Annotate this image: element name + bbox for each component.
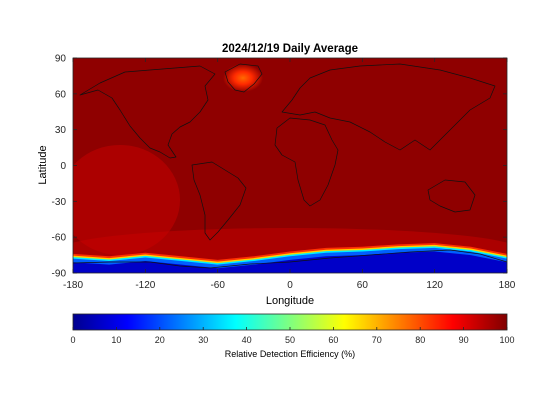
y-tick-label: -30 [52,197,67,208]
colorbar-label: Relative Detection Efficiency (%) [225,349,355,359]
greenland-high [223,64,263,92]
y-tick-label: 90 [55,54,67,65]
colorbar-ticks: 0 10 20 30 40 50 60 70 80 90 100 [70,327,515,345]
y-axis-ticks: 90 60 30 0 -30 -60 -90 [52,54,507,280]
coastline-australia [427,179,476,213]
y-tick-label: -60 [52,233,67,244]
coastline-north-america [79,65,216,159]
coastline-greenland [224,63,263,93]
colorbar-tick-label: 0 [70,335,75,345]
coastlines [73,63,507,269]
x-tick-label: 120 [426,280,443,291]
colorbar-tick-label: 50 [285,335,295,345]
y-tick-label: 30 [55,125,67,136]
map-plot-area [73,58,507,273]
colorbar-tick-label: 60 [328,335,338,345]
y-tick-label: 60 [55,89,67,100]
colorbar-tick-label: 90 [459,335,469,345]
x-axis-ticks: -180 -120 -60 0 60 120 180 [63,58,516,291]
x-tick-label: 60 [357,280,369,291]
y-axis-label: Latitude [37,145,49,184]
coastline-africa [274,117,339,207]
colorbar-tick-label: 10 [111,335,121,345]
chart-title: 2024/12/19 Daily Average [222,43,358,55]
coastline-south-america [191,161,247,241]
y-tick-label: -90 [52,269,67,280]
x-axis-label: Longitude [266,295,314,307]
colorbar-tick-label: 40 [242,335,252,345]
coastline-eurasia [281,63,496,151]
colorbar-tick-label: 20 [155,335,165,345]
x-tick-label: -60 [210,280,225,291]
colorbar-tick-label: 80 [415,335,425,345]
colorbar-tick-label: 100 [499,335,514,345]
x-tick-label: -120 [135,280,155,291]
pacific-glow [73,145,180,255]
colorbar-tick-label: 30 [198,335,208,345]
colorbar-tick-label: 70 [372,335,382,345]
x-tick-label: 0 [287,280,293,291]
y-tick-label: 0 [60,161,66,172]
x-tick-label: 180 [499,280,516,291]
x-tick-label: -180 [63,280,83,291]
coastline-antarctica [73,249,507,269]
